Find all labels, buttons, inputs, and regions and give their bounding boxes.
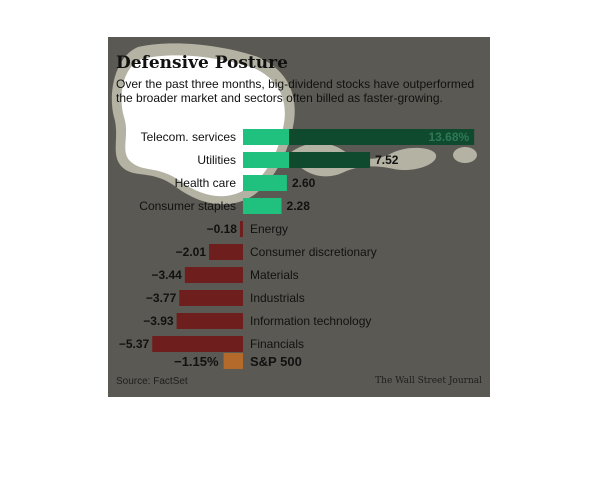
bar-highlight-1 (243, 152, 289, 168)
category-label-3: Consumer staples (139, 199, 236, 213)
value-label-0: 13.68% (428, 130, 469, 144)
bar-7 (179, 290, 243, 306)
value-label-9: −5.37 (119, 337, 150, 351)
category-label-5: Consumer discretionary (250, 245, 377, 259)
source-note: Source: FactSet (116, 376, 188, 387)
category-label-4: Energy (250, 222, 288, 236)
category-label-0: Telecom. services (141, 130, 236, 144)
bar-highlight-3 (243, 198, 282, 214)
blob-dot (453, 147, 477, 163)
category-label-9: Financials (250, 337, 304, 351)
value-label-4: −0.18 (207, 222, 238, 236)
benchmark-bar (223, 353, 243, 369)
credit-note: The Wall Street Journal (375, 376, 482, 386)
chart-panel: Telecom. services 13.68% Utilities 7.52 Heal… (108, 37, 490, 397)
category-label-6: Materials (250, 268, 299, 282)
bar-highlight-2 (243, 175, 287, 191)
benchmark-label: S&P 500 (250, 354, 302, 369)
category-label-7: Industrials (250, 291, 305, 305)
bar-highlight-0 (243, 129, 289, 145)
bar-layer: Telecom. services 13.68% Utilities 7.52 Heal… (119, 129, 475, 369)
value-label-6: −3.44 (151, 268, 182, 282)
bar-6 (184, 267, 243, 283)
category-label-2: Health care (175, 176, 237, 190)
bar-8 (176, 313, 243, 329)
category-label-8: Information technology (250, 314, 371, 328)
chart-subtitle: Over the past three months, big-dividend… (116, 77, 475, 105)
chart-title: Defensive Posture (116, 53, 288, 73)
value-label-1: 7.52 (375, 153, 399, 167)
value-label-3: 2.28 (287, 199, 311, 213)
bar-0 (243, 129, 475, 145)
value-label-7: −3.77 (146, 291, 177, 305)
bar-9 (152, 336, 243, 352)
bar-4 (239, 221, 243, 237)
benchmark-value-label: −1.15% (174, 354, 219, 369)
value-label-8: −3.93 (143, 314, 174, 328)
category-label-1: Utilities (197, 153, 236, 167)
value-label-2: 2.60 (292, 176, 316, 190)
chart-svg: Telecom. services 13.68% Utilities 7.52 Heal… (111, 43, 477, 369)
value-label-5: −2.01 (176, 245, 207, 259)
bar-5 (209, 244, 243, 260)
